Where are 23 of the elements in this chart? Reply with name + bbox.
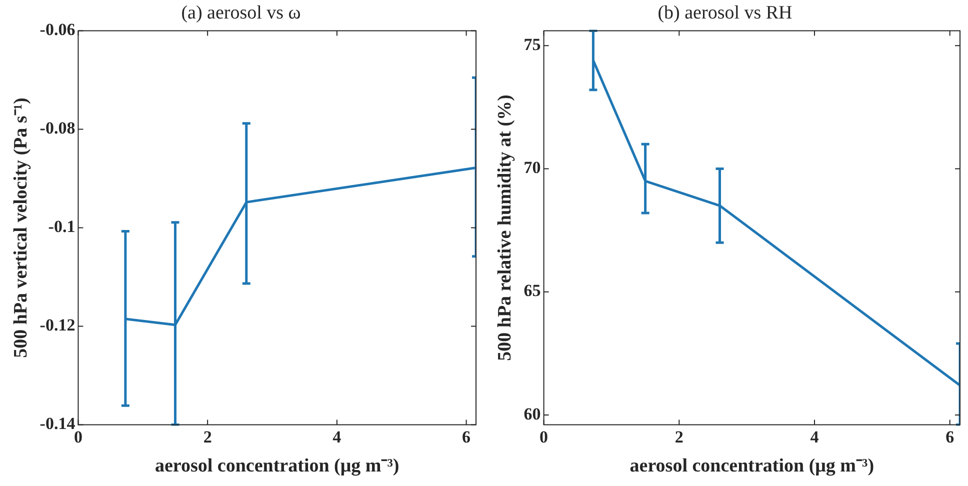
x-tick-label: 0 — [74, 427, 82, 446]
x-tick-label: 6 — [946, 427, 954, 446]
x-tick-label: 4 — [810, 427, 820, 446]
x-tick-label: 6 — [462, 427, 471, 446]
x-axis-title: aerosol concentration (μg m⁻³) — [630, 456, 874, 477]
y-tick-label: 70 — [524, 158, 541, 178]
y-tick-label: 65 — [524, 281, 541, 300]
x-tick-label: 4 — [332, 427, 342, 446]
x-tick-label: 2 — [674, 427, 684, 446]
y-axis-title: 500 hPa vertical velocity (Pa s⁻¹) — [10, 98, 32, 358]
x-axis-title: aerosol concentration (μg m⁻³) — [154, 456, 400, 477]
chart-title: (b) aerosol vs RH — [658, 2, 793, 24]
chart-title: (a) aerosol vs ω — [181, 2, 301, 24]
x-tick-label: 2 — [203, 427, 212, 446]
y-tick-label: -0.1 — [48, 217, 76, 236]
y-tick-label: 75 — [524, 34, 541, 54]
y-tick-label: -0.12 — [40, 316, 76, 335]
y-tick-label: -0.14 — [40, 414, 76, 434]
y-axis-title: 500 hPa relative humidity at (%) — [494, 94, 516, 361]
x-tick-label: 0 — [540, 427, 548, 446]
y-tick-label: 60 — [524, 404, 541, 424]
y-tick-label: -0.06 — [40, 20, 76, 40]
y-tick-label: -0.08 — [40, 118, 76, 138]
